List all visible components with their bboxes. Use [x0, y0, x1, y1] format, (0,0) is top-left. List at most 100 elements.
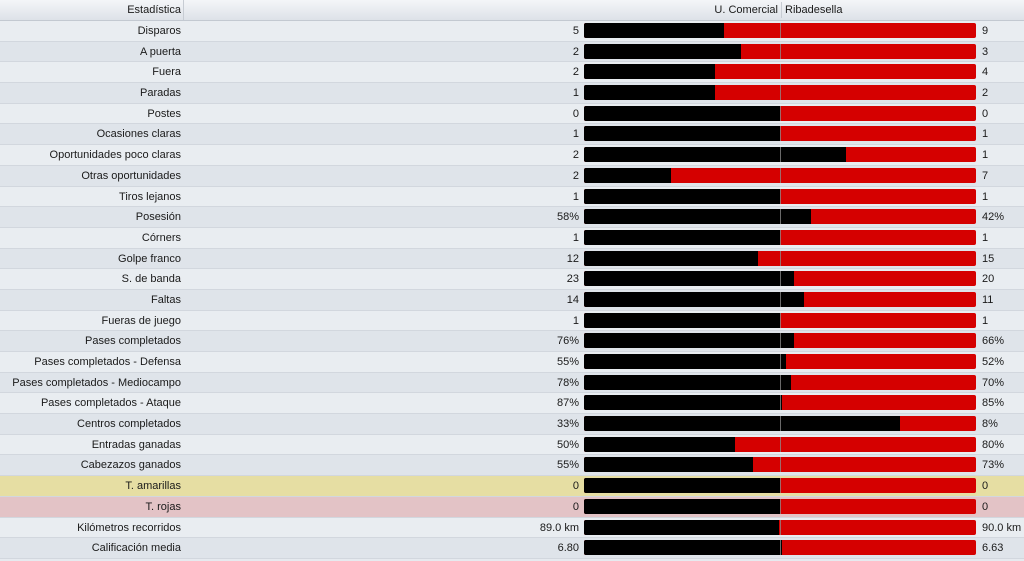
comparison-bar: [584, 436, 976, 452]
home-value: 1: [572, 190, 579, 203]
home-bar-fill: [584, 85, 715, 101]
comparison-bar: [584, 43, 976, 59]
bar-midline: [780, 105, 781, 121]
away-value: 90.0 km: [982, 521, 1022, 534]
bar-midline: [780, 188, 781, 204]
home-bar-fill: [584, 167, 671, 183]
column-header-statistic[interactable]: Estadística: [127, 4, 181, 16]
home-value: 1: [572, 231, 579, 244]
home-value: 55%: [556, 459, 579, 472]
home-value: 87%: [556, 397, 579, 410]
away-value: 73%: [982, 459, 1005, 472]
bar-midline: [780, 23, 781, 38]
home-value: 0: [572, 107, 579, 120]
stat-row: Pases completados - Defensa 55% 52%: [0, 352, 1024, 373]
stat-label: Pases completados - Defensa: [34, 356, 181, 368]
home-value: 0: [572, 480, 579, 493]
stat-label: T. rojas: [145, 500, 181, 513]
stat-row: Pases completados 76% 66%: [0, 331, 1024, 352]
home-value: 12: [566, 252, 579, 265]
bar-midline: [780, 64, 781, 80]
stat-label: Centros completados: [77, 418, 181, 431]
stat-row: Pases completados - Mediocampo 78% 70%: [0, 372, 1024, 394]
away-value: 1: [982, 190, 989, 203]
comparison-bar: [584, 126, 976, 142]
home-value: 1: [572, 128, 579, 141]
comparison-bar: [584, 64, 976, 80]
home-bar-fill: [584, 105, 780, 121]
bar-midline: [780, 374, 781, 390]
bar-midline: [780, 85, 781, 101]
away-value: 15: [982, 252, 995, 265]
stat-label: Pases completados - Mediocampo: [12, 376, 181, 389]
home-value: 2: [572, 66, 579, 79]
away-value: 0: [982, 500, 989, 513]
home-bar-fill: [584, 291, 804, 307]
home-bar-fill: [584, 395, 783, 411]
bar-midline: [780, 416, 781, 432]
stat-label: Disparos: [137, 25, 181, 37]
bar-midline: [780, 478, 781, 494]
home-bar-fill: [584, 126, 780, 142]
stat-label: Posesión: [135, 211, 181, 224]
stats-header: Estadística U. Comercial Ribadesella: [0, 0, 1024, 21]
stat-row: Golpe franco 12 15: [0, 248, 1024, 270]
home-bar-fill: [584, 374, 791, 390]
stat-label: Tiros lejanos: [119, 190, 181, 203]
comparison-bar: [584, 498, 976, 514]
away-value: 66%: [982, 335, 1005, 348]
home-bar-fill: [584, 354, 786, 369]
home-value: 89.0 km: [539, 521, 579, 534]
home-bar-fill: [584, 23, 724, 38]
bar-midline: [780, 498, 781, 514]
home-bar-fill: [584, 64, 715, 80]
home-value: 23: [566, 273, 579, 286]
away-value: 1: [982, 231, 989, 244]
home-value: 76%: [556, 335, 579, 348]
stat-row: Otras oportunidades 2 7: [0, 165, 1024, 187]
home-bar-fill: [584, 209, 812, 225]
bar-midline: [780, 395, 781, 411]
stat-row: Paradas 1 2: [0, 83, 1024, 104]
stat-row: Faltas 14 11: [0, 289, 1024, 311]
comparison-bar: [584, 167, 976, 183]
comparison-bar: [584, 374, 976, 390]
bar-midline: [780, 147, 781, 163]
stat-row: Fueras de juego 1 1: [0, 310, 1024, 332]
stat-label: Pases completados - Ataque: [40, 397, 181, 410]
stat-label: Kilómetros recorridos: [77, 521, 181, 534]
home-value: 14: [566, 293, 579, 306]
away-value: 6.63: [982, 542, 1004, 555]
stat-label: A puerta: [140, 45, 181, 58]
comparison-bar: [584, 416, 976, 432]
stat-label: Golpe franco: [118, 252, 181, 265]
stat-label: S. de banda: [121, 273, 181, 286]
home-value: 78%: [556, 376, 579, 389]
column-header-away-team[interactable]: Ribadesella: [785, 4, 843, 16]
home-value: 58%: [556, 211, 579, 224]
comparison-bar: [584, 333, 976, 349]
away-value: 20: [982, 273, 995, 286]
comparison-bar: [584, 312, 976, 328]
bar-midline: [780, 43, 781, 59]
stat-row: Pases completados - Ataque 87% 85%: [0, 393, 1024, 415]
bar-midline: [780, 333, 781, 349]
column-header-home-team[interactable]: U. Comercial: [714, 4, 778, 16]
bar-midline: [780, 540, 781, 556]
stat-row: Cabezazos ganados 55% 73%: [0, 455, 1024, 477]
stat-row: Ocasiones claras 1 1: [0, 124, 1024, 146]
bar-midline: [780, 271, 781, 287]
away-value: 11: [982, 293, 994, 306]
home-value: 55%: [556, 356, 579, 368]
bar-midline: [780, 519, 781, 535]
home-value: 6.80: [557, 542, 579, 555]
home-value: 1: [572, 314, 579, 327]
stat-row: Disparos 5 9: [0, 21, 1024, 42]
away-value: 1: [982, 128, 989, 141]
stat-label: Córners: [141, 231, 181, 244]
stat-row: Oportunidades poco claras 2 1: [0, 145, 1024, 166]
stat-label: Entradas ganadas: [91, 438, 181, 451]
team-divider: [781, 2, 782, 18]
comparison-bar: [584, 105, 976, 121]
